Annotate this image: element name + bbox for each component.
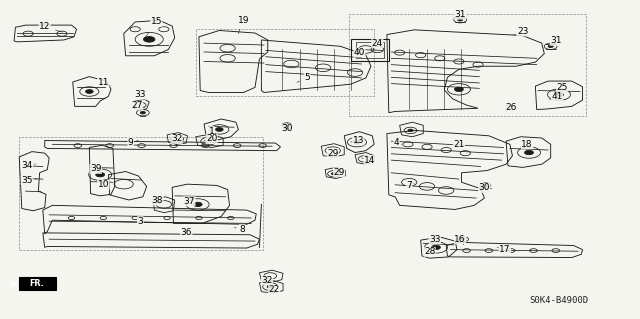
Circle shape [216,128,223,131]
Text: 20: 20 [206,134,218,144]
Text: 14: 14 [364,156,376,165]
Text: 29: 29 [327,149,339,158]
Circle shape [193,202,202,207]
Text: 8: 8 [239,225,245,234]
Text: S0K4-B4900D: S0K4-B4900D [529,296,589,305]
Text: 28: 28 [424,247,435,256]
Text: 1: 1 [209,127,214,136]
Text: 32: 32 [171,134,182,144]
Text: 31: 31 [454,10,466,19]
Text: 26: 26 [506,103,517,112]
FancyBboxPatch shape [19,277,56,290]
Circle shape [96,173,104,177]
Text: 38: 38 [152,196,163,205]
Text: FR.: FR. [29,279,44,288]
Text: 40: 40 [354,48,365,57]
Text: 32: 32 [261,276,273,285]
Text: 37: 37 [184,197,195,206]
Text: 33: 33 [134,90,146,99]
Text: 36: 36 [180,228,192,237]
Circle shape [525,150,534,155]
Text: 19: 19 [238,16,250,25]
Text: 12: 12 [39,22,51,31]
Text: 13: 13 [353,136,364,145]
Text: 22: 22 [269,285,280,294]
Circle shape [332,173,337,175]
Circle shape [140,111,145,114]
Circle shape [353,140,361,144]
Circle shape [454,87,463,92]
Text: 21: 21 [453,140,465,149]
Text: 33: 33 [429,235,440,244]
Text: 39: 39 [90,165,102,174]
Text: 10: 10 [97,180,109,189]
Text: 41: 41 [551,93,563,101]
Text: 27: 27 [131,101,143,110]
Circle shape [461,238,465,240]
Text: 25: 25 [556,83,568,92]
Text: 31: 31 [550,36,561,45]
Text: 16: 16 [454,235,466,244]
Text: 4: 4 [394,137,399,147]
Text: 9: 9 [128,137,134,147]
Text: 35: 35 [21,175,33,185]
Text: 29: 29 [333,168,345,177]
Text: 5: 5 [305,73,310,82]
Text: 7: 7 [406,181,412,190]
Text: 18: 18 [522,140,533,149]
Circle shape [408,129,413,132]
Circle shape [554,93,563,97]
Text: 3: 3 [138,217,143,226]
Text: 11: 11 [97,78,109,86]
Circle shape [267,285,273,288]
Circle shape [484,184,488,186]
Circle shape [431,245,440,250]
Text: 34: 34 [21,161,33,170]
Text: 15: 15 [150,18,162,26]
Text: 23: 23 [517,27,529,36]
Circle shape [86,90,93,93]
Circle shape [285,124,289,126]
Circle shape [548,45,553,48]
Text: 17: 17 [499,245,511,254]
Circle shape [458,19,463,21]
Text: 24: 24 [372,39,383,48]
Circle shape [143,36,155,42]
Text: 30: 30 [479,183,490,192]
Text: 30: 30 [281,124,292,133]
